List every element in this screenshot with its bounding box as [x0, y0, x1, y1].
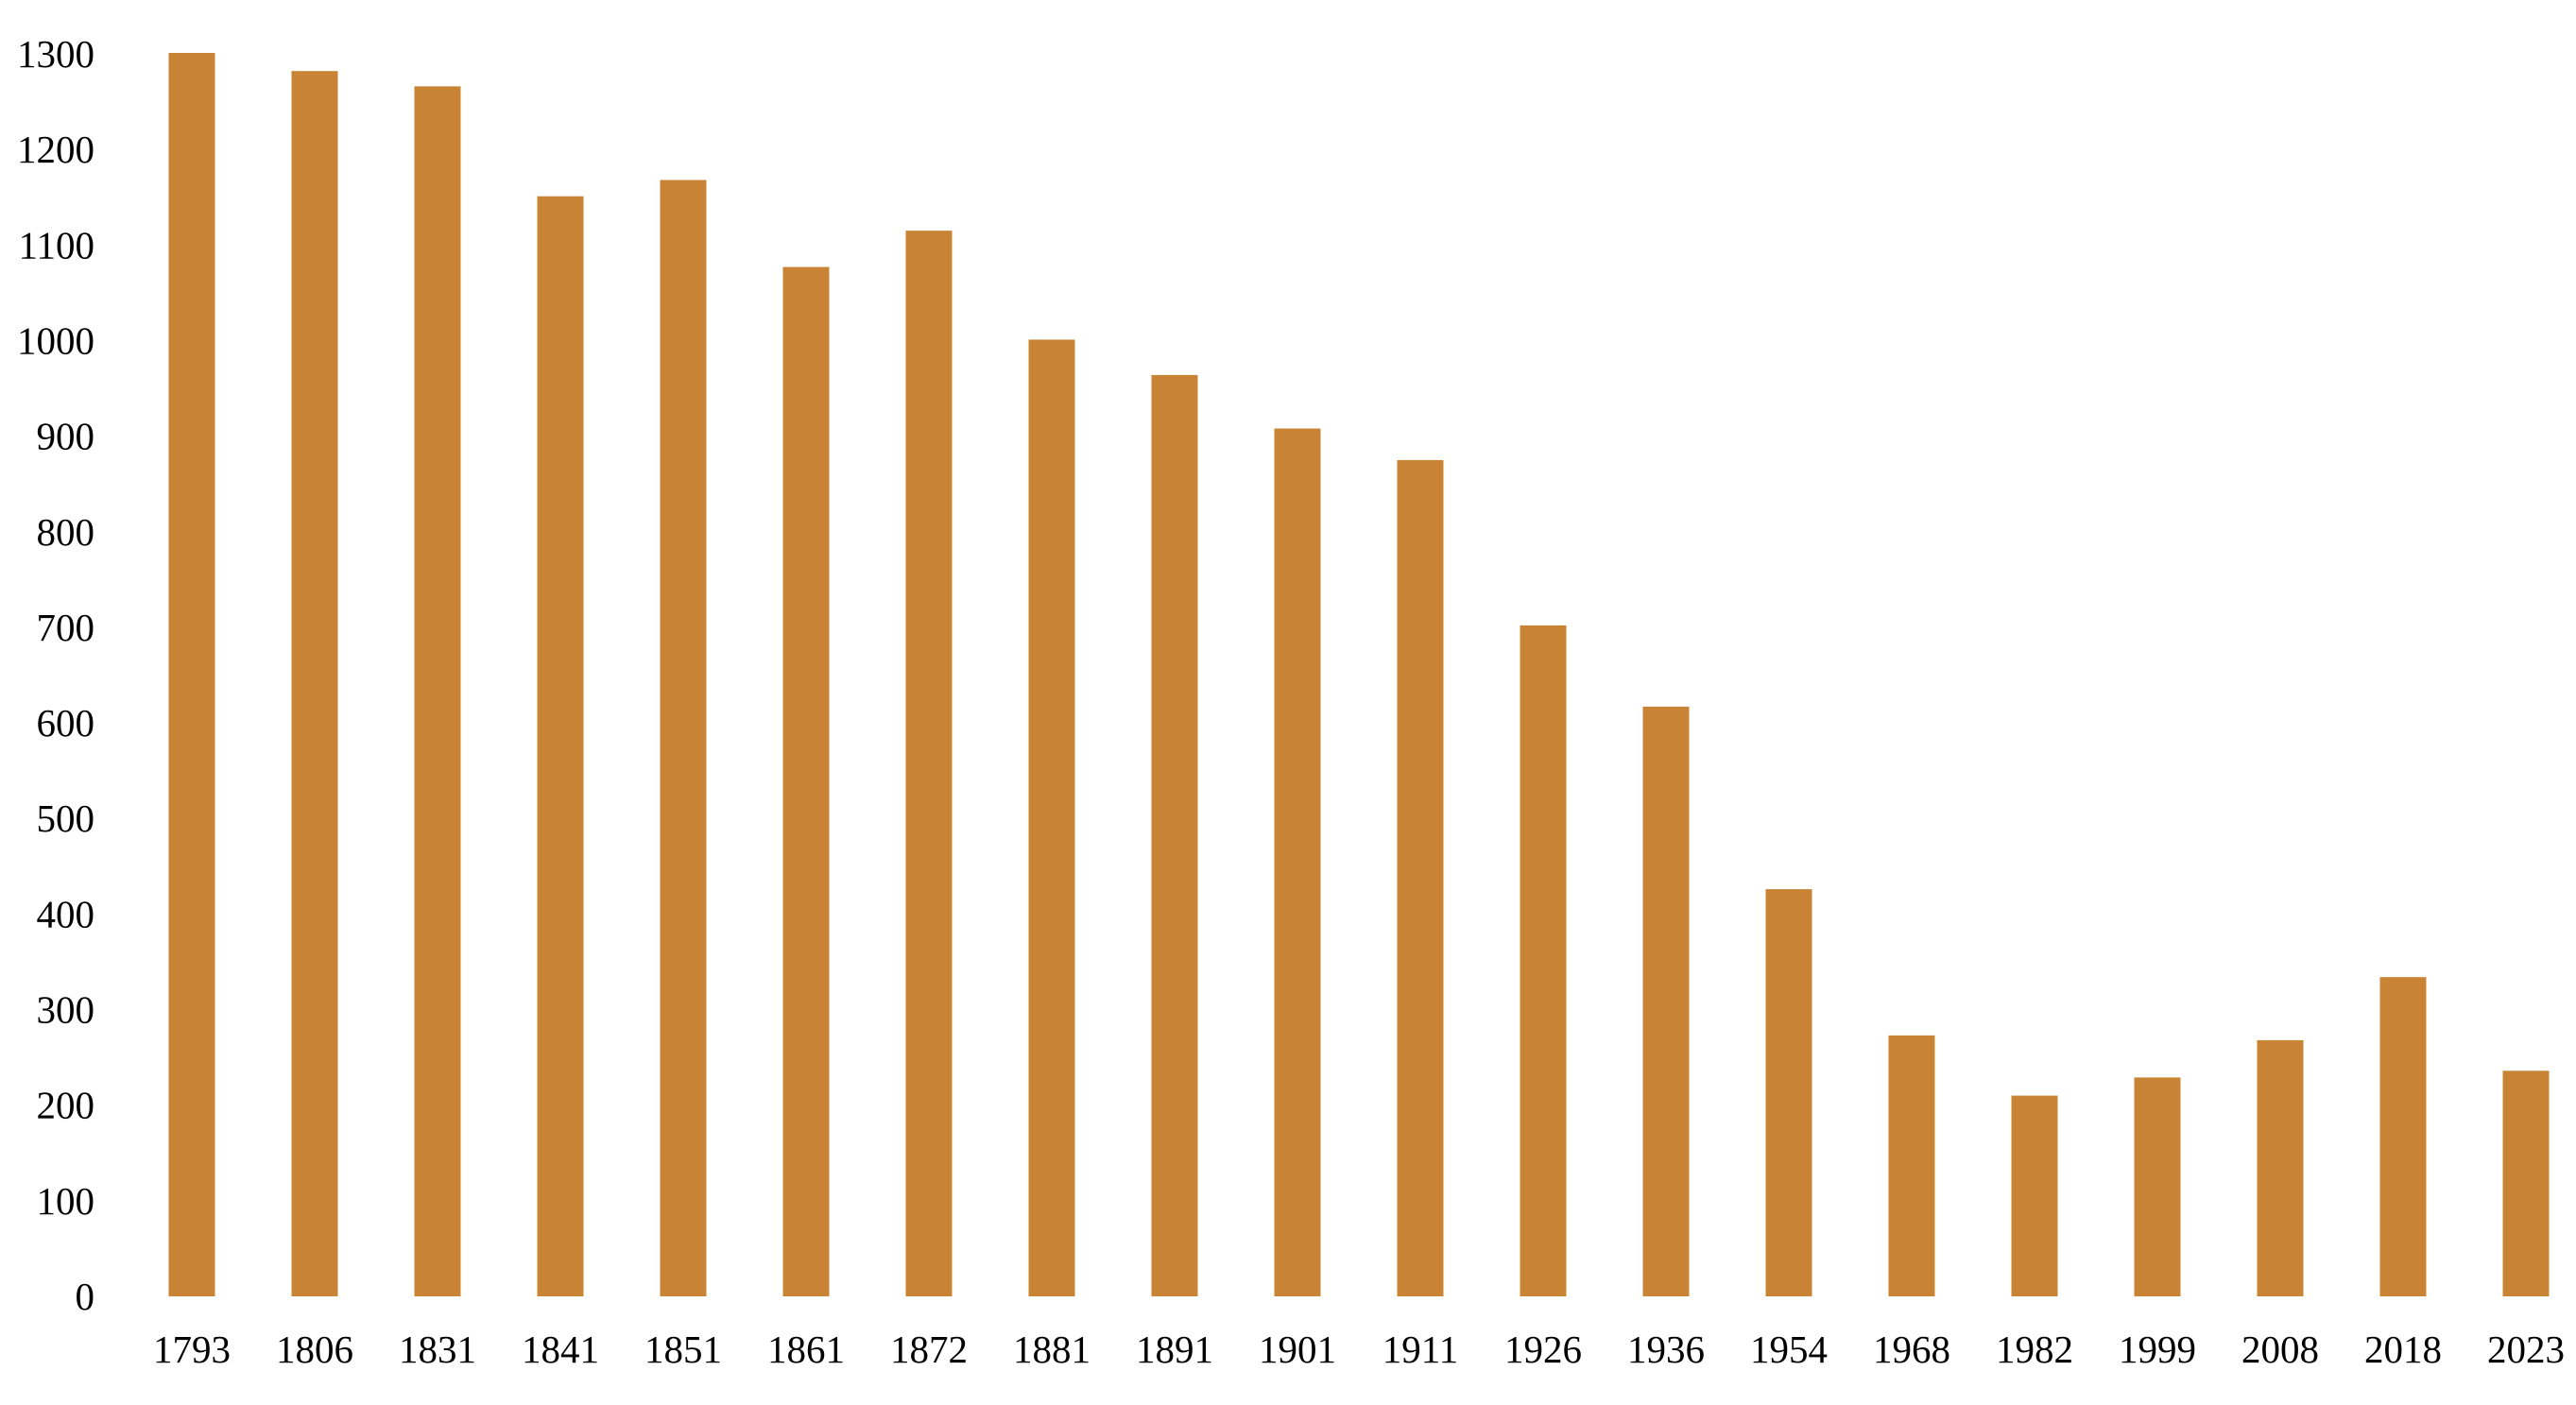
x-tick-label: 1861	[767, 1328, 845, 1371]
bar-2023	[2502, 1071, 2550, 1296]
x-tick-label: 1911	[1382, 1328, 1458, 1371]
x-tick-label: 1806	[276, 1328, 353, 1371]
x-tick-label: 1968	[1873, 1328, 1950, 1371]
y-tick-label: 500	[37, 797, 95, 840]
x-tick-label: 1841	[522, 1328, 599, 1371]
x-tick-label: 1936	[1627, 1328, 1705, 1371]
bar-1872	[905, 231, 953, 1296]
x-tick-label: 1926	[1504, 1328, 1582, 1371]
bar-1806	[291, 71, 338, 1297]
bar-1926	[1520, 625, 1567, 1296]
x-tick-label: 1982	[1996, 1328, 2073, 1371]
x-tick-label: 2023	[2487, 1328, 2565, 1371]
bar-1999	[2134, 1077, 2181, 1296]
bar-1891	[1151, 374, 1198, 1296]
x-tick-label: 1954	[1750, 1328, 1828, 1371]
y-tick-label: 900	[37, 415, 95, 458]
bar-1861	[782, 266, 830, 1296]
bars	[168, 52, 2550, 1297]
y-axis: 0 100 200 300 400 500 600 700 800 900 1000 1100 1200…	[17, 32, 94, 1318]
bar-1954	[1765, 889, 1812, 1296]
bar-1841	[537, 196, 584, 1296]
y-tick-label: 100	[37, 1179, 95, 1223]
x-tick-label: 1999	[2119, 1328, 2196, 1371]
x-tick-label: 2018	[2364, 1328, 2442, 1371]
bar-1851	[660, 180, 707, 1296]
x-tick-label: 1872	[890, 1328, 968, 1371]
x-tick-label: 1891	[1136, 1328, 1213, 1371]
x-tick-label: 1851	[644, 1328, 722, 1371]
bar-1936	[1642, 706, 1690, 1296]
x-tick-label: 1793	[153, 1328, 231, 1371]
x-tick-label: 1901	[1259, 1328, 1336, 1371]
bar-1831	[414, 86, 461, 1296]
x-tick-label: 1831	[399, 1328, 476, 1371]
x-axis: 1793 1806 1831 1841 1851 1861 1872 1881 1891 1901…	[153, 1328, 2565, 1371]
bar-1881	[1028, 339, 1075, 1296]
bar-2008	[2257, 1039, 2304, 1296]
bar-1793	[168, 52, 215, 1297]
y-tick-label: 400	[37, 892, 95, 935]
bar-1911	[1397, 459, 1444, 1297]
x-tick-label: 1881	[1013, 1328, 1091, 1371]
bar-1968	[1888, 1035, 1935, 1296]
bar-1901	[1274, 428, 1321, 1296]
y-tick-label: 0	[76, 1275, 95, 1318]
bar-1982	[2011, 1095, 2058, 1296]
y-tick-label: 700	[37, 606, 95, 649]
y-tick-label: 600	[37, 701, 95, 745]
bar-2018	[2379, 977, 2427, 1296]
y-tick-label: 300	[37, 988, 95, 1032]
y-tick-label: 200	[37, 1084, 95, 1127]
y-tick-label: 1300	[17, 32, 94, 76]
x-tick-label: 2008	[2241, 1328, 2319, 1371]
y-tick-label: 800	[37, 510, 95, 554]
y-tick-label: 1100	[19, 223, 94, 266]
y-tick-label: 1200	[17, 128, 94, 171]
y-tick-label: 1000	[17, 318, 94, 362]
